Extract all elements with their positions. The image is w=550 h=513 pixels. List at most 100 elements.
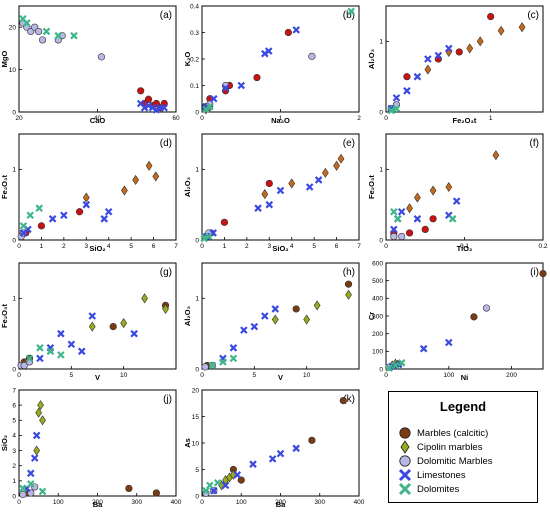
x-tick-label: 2	[62, 243, 66, 250]
x-tick-label: 5	[129, 243, 133, 250]
x-tick-label: 7	[174, 243, 178, 250]
data-point-x	[229, 354, 238, 363]
data-point-circle	[125, 484, 133, 493]
x-tick-label: 7	[357, 243, 361, 250]
data-point-circle	[284, 28, 292, 37]
data-point-x	[78, 347, 86, 356]
y-tick-label: 1	[195, 167, 199, 174]
data-point-x	[54, 31, 63, 40]
x-tick-label: 0	[17, 243, 21, 250]
data-point-circle	[75, 208, 84, 216]
data-point-circle	[470, 313, 478, 321]
data-point-diamond	[303, 314, 311, 325]
plot-frame	[18, 389, 177, 497]
data-point-x	[130, 329, 138, 338]
y-tick-label: 10	[9, 67, 17, 74]
data-point-x	[392, 94, 401, 102]
x-tick-label: 2	[245, 243, 249, 250]
data-point-x	[419, 344, 428, 353]
legend-label: Dolomites	[417, 483, 460, 495]
x-tick-label: 400	[354, 499, 365, 506]
x-axis-label: Ni	[461, 373, 469, 382]
data-point-diamond	[261, 189, 269, 200]
legend-item-dolomites: Dolomites	[397, 482, 459, 496]
data-point-diamond	[497, 25, 505, 36]
y-tick-label: 1	[12, 478, 16, 485]
legend-label: Dolomitic Marbles	[417, 455, 493, 467]
data-point-x	[36, 354, 44, 363]
data-point-x	[26, 211, 34, 220]
x-tick-label: 0	[200, 372, 204, 379]
x-tick-label: 60	[172, 115, 180, 122]
legend-item-dolomitic: Dolomitic Marbles	[397, 454, 493, 468]
x-tick-label: 5	[70, 372, 74, 379]
panel-label: (g)	[160, 267, 172, 278]
panel-label: (i)	[530, 267, 539, 278]
y-tick-label: 7	[12, 387, 16, 394]
data-point-diamond	[518, 22, 526, 33]
data-point-x	[452, 197, 461, 205]
x-marker-icon	[398, 468, 412, 482]
x-tick-label: 300	[131, 499, 142, 506]
data-point-circle	[97, 53, 106, 61]
data-point-x	[261, 312, 269, 320]
legend-label: Cipolin marbles	[417, 441, 483, 453]
data-point-circle	[390, 232, 398, 241]
y-tick-label: 0	[195, 109, 199, 116]
data-point-circle	[398, 232, 406, 241]
data-point-diamond	[145, 160, 153, 171]
data-point-x	[48, 215, 57, 223]
y-tick-label: 2	[12, 463, 16, 470]
data-point-x	[271, 305, 280, 313]
data-point-x	[32, 431, 41, 440]
data-point-x	[26, 480, 35, 488]
panel-label: (c)	[527, 10, 539, 21]
data-point-x	[397, 359, 406, 367]
x-axis-label: CaO	[90, 116, 106, 125]
x-tick-label: 100	[236, 499, 247, 506]
x-axis-label: SiO₂	[272, 244, 288, 253]
data-point-x	[229, 344, 238, 352]
data-point-circle	[19, 490, 27, 499]
data-point-circle	[38, 36, 47, 44]
x-tick-label: 100	[53, 499, 64, 506]
chart-panel: 0 5 10 0 1 V Fe₂O₃t (g)	[0, 262, 177, 382]
y-tick-label: 10	[192, 440, 200, 447]
data-point-circle	[201, 363, 209, 371]
legend-label: Marbles (calcitic)	[417, 427, 489, 439]
data-point-x	[254, 204, 262, 212]
x-tick-label: 0.2	[538, 243, 547, 250]
y-tick-label: 0.2	[190, 56, 199, 63]
y-axis-label: Fe₂O₃t	[0, 304, 9, 328]
panel-label: (k)	[343, 394, 355, 405]
data-point-diamond	[141, 293, 148, 304]
data-point-x	[237, 81, 246, 90]
plot-frame	[385, 262, 544, 370]
y-axis-label: SiO₂	[0, 435, 9, 451]
y-axis-label: K₂O	[183, 52, 192, 67]
data-point-x	[204, 232, 213, 241]
y-axis-label: Cr	[367, 312, 376, 320]
x-tick-label: 3	[267, 243, 271, 250]
chart-panel: 0 100 200 300 400 0 1 2 3 4 5 6 7 Ba SiO₂ (j)	[0, 387, 182, 509]
x-tick-label: 2	[357, 115, 361, 122]
data-point-diamond	[35, 407, 42, 418]
chart-panel: 0 100 200 0 100 200 300 400 500 600 Ni Cr (i)	[367, 260, 547, 382]
data-point-x	[292, 26, 300, 34]
data-point-x	[60, 211, 68, 220]
chart-panel: 0 1 0 1 Fe₂O₃t Al₂O₃ (c)	[367, 5, 544, 125]
data-point-x	[36, 344, 44, 352]
y-tick-label: 500	[372, 278, 383, 285]
data-point-x	[23, 19, 31, 27]
circle-marker-icon	[399, 427, 411, 439]
data-point-x	[200, 234, 209, 243]
y-axis-label: Al₂O₃	[367, 48, 376, 69]
x-tick-label: 6	[335, 243, 339, 250]
data-point-x	[347, 7, 355, 16]
x-tick-label: 4	[290, 243, 294, 250]
y-tick-label: 1	[195, 296, 199, 303]
data-point-diamond	[288, 178, 296, 189]
x-tick-label: 300	[314, 499, 325, 506]
data-point-x	[240, 326, 248, 334]
y-tick-label: 0	[195, 237, 199, 244]
